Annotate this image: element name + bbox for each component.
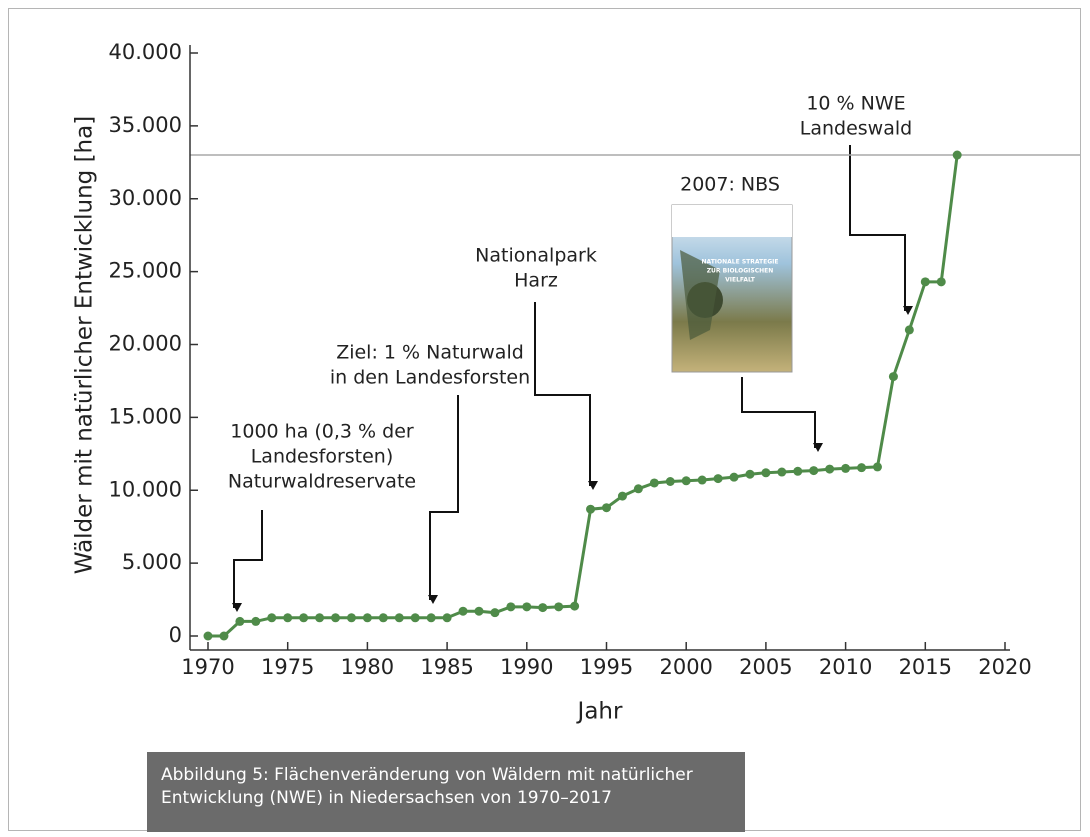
data-point — [634, 484, 643, 493]
data-point — [459, 607, 468, 616]
data-point — [331, 613, 340, 622]
x-tick-label: 1975 — [261, 655, 314, 679]
caption: Abbildung 5: Flächenveränderung von Wäld… — [147, 752, 745, 832]
data-point — [315, 613, 324, 622]
arrow — [742, 377, 815, 448]
y-tick-label: 20.000 — [109, 332, 182, 356]
data-point — [761, 468, 770, 477]
y-tick-label: 35.000 — [109, 113, 182, 137]
arrow — [234, 510, 262, 608]
y-tick-label: 30.000 — [109, 186, 182, 210]
data-point — [443, 613, 452, 622]
annotation: Harz — [514, 270, 558, 292]
annotation: Naturwaldreservate — [228, 471, 416, 493]
data-point — [586, 505, 595, 514]
data-point — [777, 468, 786, 477]
data-point — [283, 613, 292, 622]
caption-line: Entwicklung (NWE) in Niedersachsen von 1… — [161, 787, 745, 810]
y-tick-label: 25.000 — [109, 259, 182, 283]
data-point — [427, 613, 436, 622]
annotation: 10 % NWE — [806, 93, 905, 115]
data-point — [554, 602, 563, 611]
x-tick-label: 2000 — [659, 655, 712, 679]
data-point — [873, 462, 882, 471]
y-tick-label: 15.000 — [109, 404, 182, 428]
x-tick-label: 1985 — [420, 655, 473, 679]
data-point — [522, 602, 531, 611]
annotation: Ziel: 1 % Naturwald — [336, 342, 524, 364]
data-point — [570, 602, 579, 611]
cover-text: VIELFALT — [725, 277, 756, 284]
y-tick-label: 10.000 — [109, 477, 182, 501]
data-point — [698, 476, 707, 485]
data-point — [602, 503, 611, 512]
x-axis-label: Jahr — [576, 699, 623, 725]
y-axis-label: Wälder mit natürlicher Entwicklung [ha] — [72, 116, 98, 574]
data-point — [857, 463, 866, 472]
annotation: 1000 ha (0,3 % der — [230, 421, 414, 443]
data-point — [538, 603, 547, 612]
data-point — [251, 617, 260, 626]
data-point — [363, 613, 372, 622]
data-point — [347, 613, 356, 622]
annotation: Landeswald — [800, 118, 912, 140]
data-point — [219, 632, 228, 641]
x-tick-label: 2005 — [739, 655, 792, 679]
data-point — [889, 372, 898, 381]
x-tick-label: 2010 — [819, 655, 872, 679]
page: {"chart_data": {"type": "line", "x_label… — [0, 0, 1090, 837]
cover-header — [672, 205, 792, 237]
caption-line: Abbildung 5: Flächenveränderung von Wäld… — [161, 764, 745, 787]
data-point — [793, 467, 802, 476]
x-tick-label: 1990 — [500, 655, 553, 679]
data-point — [395, 613, 404, 622]
chart: 0 5.000 10.000 15.000 20.000 25.000 30.000 35.0… — [0, 0, 1090, 837]
data-point — [921, 277, 930, 286]
cover-image — [672, 205, 792, 372]
data-point — [204, 632, 213, 641]
data-point — [618, 492, 627, 501]
data-point — [379, 613, 388, 622]
annotation: in den Landesforsten — [330, 367, 530, 389]
data-point — [714, 474, 723, 483]
x-tick-label: 1980 — [341, 655, 394, 679]
annotation: Nationalpark — [475, 245, 597, 267]
data-point — [235, 617, 244, 626]
cover-text: ZUR BIOLOGISCHEN — [707, 268, 774, 275]
arrow — [430, 395, 458, 600]
data-point — [267, 613, 276, 622]
y-tick-label: 0 — [169, 623, 182, 647]
data-point — [841, 464, 850, 473]
data-point — [730, 473, 739, 482]
data-point — [682, 476, 691, 485]
annotation: 2007: NBS — [680, 174, 780, 196]
data-point — [745, 470, 754, 479]
data-point — [953, 151, 962, 160]
data-point — [490, 608, 499, 617]
data-point — [937, 277, 946, 286]
cover-text: NATIONALE STRATEGIE — [702, 259, 779, 266]
arrow — [535, 302, 590, 486]
y-tick-label: 40.000 — [109, 40, 182, 64]
data-point — [650, 478, 659, 487]
annotation: Landesforsten) — [251, 446, 394, 468]
arrow — [850, 145, 905, 311]
x-tick-label: 2015 — [899, 655, 952, 679]
x-tick-label: 2020 — [978, 655, 1031, 679]
data-point — [809, 466, 818, 475]
data-point — [666, 477, 675, 486]
x-tick-label: 1995 — [580, 655, 633, 679]
data-point — [474, 607, 483, 616]
data-point — [299, 613, 308, 622]
x-tick-label: 1970 — [181, 655, 234, 679]
data-point — [411, 613, 420, 622]
data-point — [825, 465, 834, 474]
data-point — [905, 325, 914, 334]
y-tick-label: 5.000 — [122, 550, 182, 574]
data-point — [506, 602, 515, 611]
